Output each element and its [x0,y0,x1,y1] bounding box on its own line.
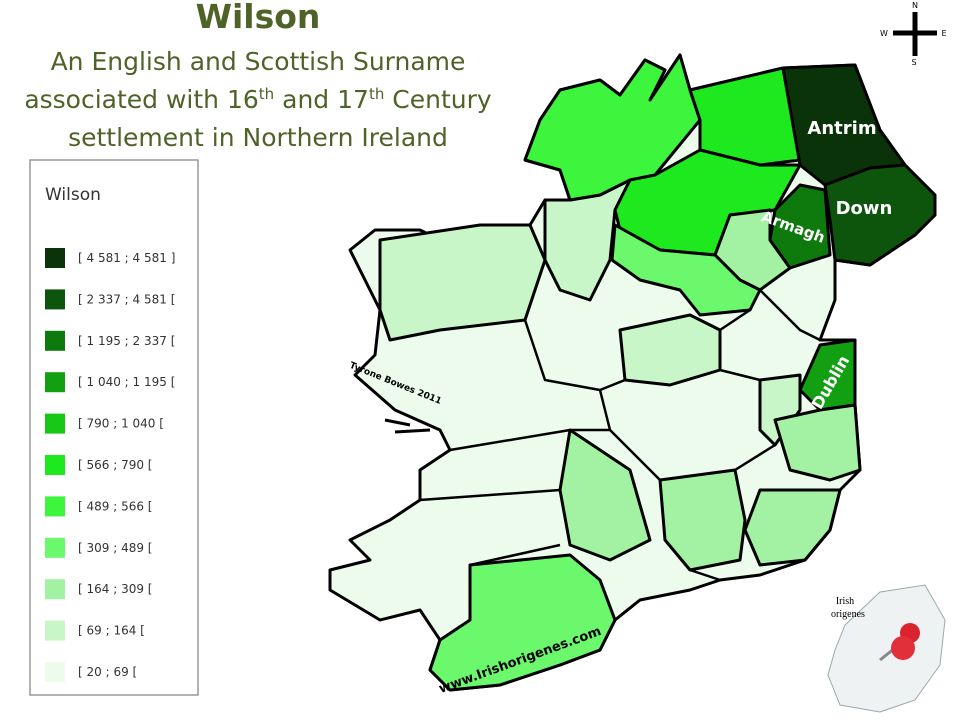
logo: Irish origenes [827,584,946,713]
logo-text: origenes [831,609,865,620]
compass-label: E [941,29,946,38]
subtitle-part: and 17 [274,85,369,114]
county-label: Down [836,198,893,219]
county-label: Antrim [807,118,876,139]
legend-label: [ 790 ; 1 040 [ [78,417,164,431]
legend-label: [ 4 581 ; 4 581 ] [78,251,175,265]
legend-swatch [45,330,65,351]
legend-swatch [45,662,65,682]
legend-label: [ 566 ; 790 [ [78,458,152,472]
compass: N W E S [880,1,946,67]
subtitle-part: Century [384,85,492,114]
subtitle: associated with 16th and 17th Century [24,85,492,114]
subtitle-part: associated with 16 [24,85,258,114]
county [428,553,617,692]
legend-swatch [45,455,65,475]
title: Wilson [196,0,321,36]
subtitle: settlement in Northern Ireland [68,123,448,152]
county-border [419,289,821,621]
county [618,313,722,387]
legend-label: [ 1 195 ; 2 337 [ [78,334,175,348]
legend-items: [ 4 581 ; 4 581 ] [ 2 337 ; 4 581 [ [ 1 19… [45,248,175,682]
map [328,53,937,692]
legend-swatch [45,496,65,517]
legend-swatch [45,620,65,641]
subtitle: An English and Scottish Surname [51,47,466,76]
superscript: th [369,85,384,103]
island [384,418,431,434]
compass-label: S [911,58,916,67]
legend-label: [ 489 ; 566 [ [78,499,152,513]
legend-label: [ 309 ; 489 [ [78,541,152,555]
logo-text: Irish [836,596,854,607]
superscript: th [259,85,274,103]
legend-swatch [45,537,65,558]
legend-swatch [45,248,65,268]
compass-label: W [880,29,888,38]
county [523,53,702,202]
legend-label: [ 20 ; 69 [ [78,665,137,679]
legend-label: [ 164 ; 309 [ [78,582,152,596]
compass-label: N [912,1,918,10]
legend-label: [ 2 337 ; 4 581 [ [78,292,175,306]
legend-swatch [45,289,65,310]
county [768,183,832,270]
legend-swatch [45,413,65,434]
county [743,488,842,567]
county [823,163,937,267]
legend-label: [ 1 040 ; 1 195 [ [78,375,175,389]
legend-swatch [45,372,65,393]
legend-title: Wilson [45,185,101,205]
legend-swatch [45,579,65,600]
legend-label: [ 69 ; 164 [ [78,624,145,638]
county [773,403,862,482]
